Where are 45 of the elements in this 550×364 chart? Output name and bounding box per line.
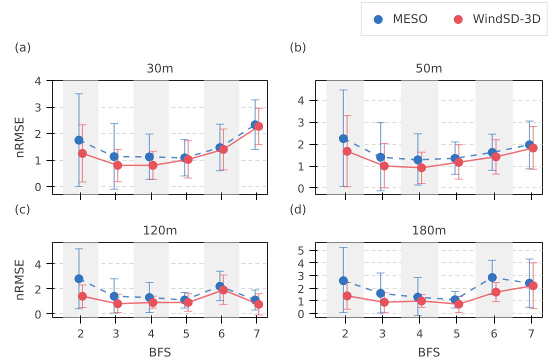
- legend-label: MESO: [392, 12, 428, 26]
- x-tick-label: 2: [77, 328, 84, 340]
- x-axis-title: BFS: [148, 346, 172, 360]
- y-tick-label: 4: [298, 94, 304, 108]
- y-tick-label: 0: [34, 181, 42, 194]
- y-tick-label: 2: [298, 138, 304, 152]
- y-tick-label: 0: [298, 182, 304, 196]
- x-tick-label: 4: [148, 328, 155, 340]
- y-axis-title: nRMSE: [12, 116, 26, 158]
- x-tick-label: 3: [112, 328, 120, 340]
- y-tick-label: 2: [298, 282, 304, 296]
- y-tick-label: 3: [34, 102, 42, 115]
- x-tick-label: 6: [490, 328, 498, 340]
- y-axis-title: nRMSE: [12, 259, 26, 301]
- y-tick-label: 3: [298, 270, 304, 284]
- chart-title: 30m: [146, 62, 174, 76]
- text: (a): [14, 40, 32, 54]
- y-tick-label: 1: [298, 295, 304, 308]
- y-tick-label: 1: [34, 154, 42, 168]
- chart-title: 50m: [416, 62, 442, 76]
- y-tick-label: 0: [298, 308, 304, 322]
- text: (d): [290, 202, 306, 216]
- text: (b): [290, 40, 306, 54]
- x-tick-label: 7: [528, 328, 535, 340]
- x-tick-label: 6: [218, 328, 226, 340]
- x-tick-label: 5: [453, 328, 460, 340]
- x-tick-label: 5: [182, 328, 190, 340]
- y-tick-label: 3: [298, 116, 304, 130]
- x-tick-label: 7: [253, 328, 260, 340]
- y-tick-label: 1: [298, 160, 304, 174]
- x-tick-label: 3: [378, 328, 386, 340]
- legend-label: WindSD-3D: [472, 12, 541, 26]
- y-tick-label: 0: [34, 308, 42, 322]
- x-tick-label: 2: [342, 328, 349, 340]
- y-tick-label: 2: [34, 128, 42, 142]
- y-tick-label: 2: [34, 283, 42, 296]
- y-tick-label: 5: [298, 244, 304, 258]
- y-tick-label: 4: [298, 257, 304, 270]
- x-axis-title: BFS: [418, 346, 440, 360]
- chart-title: 120m: [142, 224, 178, 238]
- y-tick-label: 4: [34, 75, 42, 88]
- text: (c): [14, 202, 30, 216]
- y-tick-label: 4: [34, 258, 42, 272]
- x-tick-label: 4: [416, 328, 424, 340]
- chart-title: 180m: [412, 224, 446, 238]
